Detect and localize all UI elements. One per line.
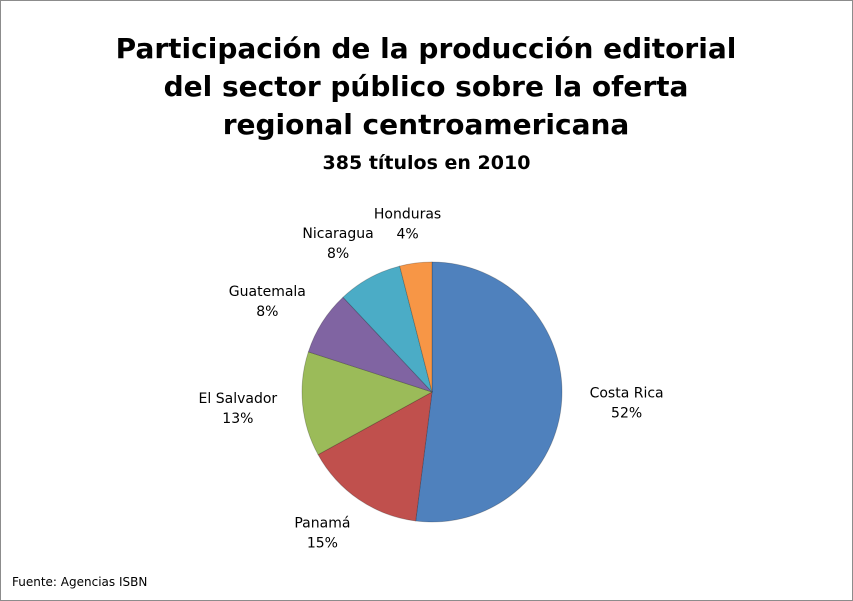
slice-label: Guatemala: [229, 284, 306, 300]
slice-label: El Salvador: [199, 391, 278, 407]
slice-label: Honduras: [374, 206, 441, 222]
source-note: Fuente: Agencias ISBN: [12, 575, 148, 589]
slice-value-label: 4%: [396, 226, 418, 242]
chart-subtitle: 385 títulos en 2010: [322, 152, 531, 174]
pie-slice: [399, 261, 433, 393]
pie-slice: [317, 391, 433, 522]
slice-value-label: 15%: [307, 536, 338, 552]
pie-slice: [415, 261, 563, 523]
slice-label: Nicaragua: [302, 226, 373, 242]
chart-title: Participación de la producción editorial…: [115, 32, 737, 141]
slice-value-label: 8%: [256, 304, 278, 320]
pie-slice: [301, 351, 434, 456]
slice-label: Panamá: [294, 516, 350, 532]
slice-label: Costa Rica: [590, 386, 664, 402]
slice-value-label: 8%: [327, 246, 349, 262]
pie-slice: [342, 265, 433, 393]
slice-value-label: 52%: [611, 406, 642, 422]
slice-value-label: 13%: [222, 411, 253, 427]
pie-slice: [307, 296, 433, 393]
